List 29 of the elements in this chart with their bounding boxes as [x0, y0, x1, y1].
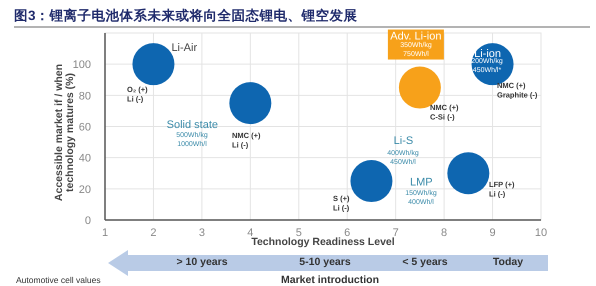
x-tick-label: 1: [102, 227, 108, 239]
text: Today: [492, 256, 524, 268]
series-label: Li-Air: [171, 42, 198, 54]
x-tick-label: 7: [392, 227, 399, 239]
y-tick-label: 40: [78, 152, 91, 165]
text: Automotive cell values: [16, 275, 101, 285]
text: > 10 years: [176, 256, 228, 268]
series-label: Solid state: [166, 119, 218, 132]
chart-title: 图3：锂离子电池体系未来或将向全固态锂电、锂空发展: [14, 7, 358, 23]
text: 5-10 years: [299, 256, 351, 268]
x-tick-label: 10: [534, 227, 548, 239]
text: Adv. Li-ion: [390, 30, 442, 43]
text: Market introduction: [280, 274, 380, 286]
y-tick-label: 100: [72, 59, 91, 72]
series-label: LMP: [410, 176, 433, 188]
x-tick-label: 9: [489, 227, 496, 239]
x-tick-label: 3: [198, 227, 205, 239]
x-tick-label: 5: [296, 227, 302, 239]
series-label: Li-S: [394, 135, 414, 148]
x-tick-label: 6: [344, 227, 350, 239]
y-tick-label: 0: [84, 215, 91, 227]
y-tick-label: 80: [78, 90, 91, 102]
y-tick-label: 20: [78, 184, 91, 196]
x-tick-label: 8: [441, 227, 448, 239]
y-tick-label: 60: [78, 122, 91, 134]
x-tick-label: 2: [150, 227, 157, 239]
x-tick-label: 4: [247, 227, 254, 239]
x-axis-title: Technology Readiness Level: [251, 236, 395, 248]
text: < 5 years: [402, 256, 448, 268]
